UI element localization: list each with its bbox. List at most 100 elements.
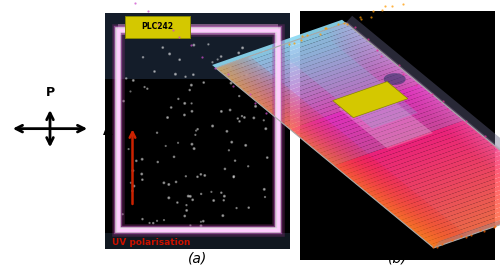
Polygon shape	[228, 63, 448, 244]
Point	[128, 189, 136, 193]
Polygon shape	[286, 81, 420, 129]
Polygon shape	[386, 163, 500, 211]
Point	[186, 88, 194, 92]
Text: A: A	[102, 125, 112, 138]
Polygon shape	[246, 57, 466, 237]
Polygon shape	[348, 132, 482, 181]
Point	[230, 174, 238, 178]
Polygon shape	[336, 25, 500, 206]
Point	[210, 198, 218, 203]
Point	[242, 143, 250, 147]
Polygon shape	[331, 27, 500, 208]
Point	[186, 194, 194, 199]
Polygon shape	[231, 62, 450, 243]
Point	[244, 206, 252, 210]
Point	[182, 75, 190, 79]
Point	[130, 184, 138, 188]
Point	[240, 115, 248, 120]
Polygon shape	[222, 65, 442, 245]
Polygon shape	[378, 157, 500, 205]
Polygon shape	[367, 148, 500, 196]
Point	[250, 116, 258, 120]
Point	[220, 194, 228, 198]
Point	[190, 43, 198, 47]
Point	[129, 169, 137, 173]
Point	[231, 159, 239, 163]
Point	[197, 219, 205, 224]
Point	[255, 93, 263, 97]
Polygon shape	[234, 61, 454, 241]
Point	[246, 56, 254, 60]
Polygon shape	[426, 196, 500, 245]
Polygon shape	[319, 108, 453, 157]
Point	[159, 46, 167, 50]
Polygon shape	[360, 142, 494, 190]
Point	[238, 74, 246, 79]
Point	[160, 218, 168, 222]
Polygon shape	[346, 22, 500, 203]
Point	[194, 127, 202, 131]
Polygon shape	[216, 23, 350, 71]
Polygon shape	[218, 67, 437, 247]
Polygon shape	[326, 29, 500, 210]
Point	[236, 119, 244, 124]
Text: P: P	[46, 86, 54, 99]
Polygon shape	[332, 81, 408, 118]
Bar	[105, 13, 290, 249]
Point	[166, 52, 173, 56]
Point	[170, 155, 178, 159]
Bar	[125, 16, 190, 38]
Point	[239, 64, 247, 68]
Point	[208, 190, 216, 194]
Polygon shape	[230, 63, 449, 243]
Point	[197, 224, 205, 228]
Polygon shape	[224, 65, 444, 245]
Point	[232, 206, 240, 210]
Polygon shape	[312, 102, 446, 150]
Polygon shape	[275, 72, 408, 120]
Point	[139, 55, 147, 59]
Polygon shape	[236, 60, 456, 241]
Point	[186, 223, 194, 228]
Bar	[118, 29, 278, 230]
Polygon shape	[323, 111, 456, 159]
Polygon shape	[396, 172, 500, 221]
Polygon shape	[340, 24, 500, 204]
Point	[188, 142, 196, 146]
Text: UV polarisation: UV polarisation	[112, 237, 191, 247]
Polygon shape	[249, 50, 382, 99]
Polygon shape	[308, 99, 442, 147]
Point	[180, 113, 188, 117]
Point	[261, 195, 269, 199]
Polygon shape	[240, 59, 460, 240]
Polygon shape	[256, 56, 390, 105]
Point	[174, 97, 182, 101]
Polygon shape	[264, 62, 398, 111]
Point	[226, 108, 234, 112]
Point	[201, 173, 209, 178]
Polygon shape	[219, 66, 439, 247]
Point	[243, 73, 251, 77]
Polygon shape	[371, 151, 500, 199]
Polygon shape	[344, 23, 500, 203]
Polygon shape	[297, 90, 430, 138]
Polygon shape	[243, 58, 462, 238]
Polygon shape	[226, 64, 446, 244]
Polygon shape	[390, 166, 500, 214]
Point	[172, 72, 179, 76]
Polygon shape	[334, 120, 468, 169]
Point	[182, 174, 190, 178]
Point	[192, 128, 200, 133]
Polygon shape	[227, 32, 360, 80]
Point	[262, 126, 270, 131]
Polygon shape	[408, 181, 500, 230]
Point	[200, 80, 207, 85]
Point	[160, 181, 168, 185]
Polygon shape	[342, 24, 500, 204]
Point	[258, 103, 266, 107]
Point	[197, 192, 205, 196]
Text: (a): (a)	[188, 251, 207, 265]
Point	[164, 116, 172, 120]
Polygon shape	[234, 38, 368, 86]
Point	[238, 46, 246, 50]
